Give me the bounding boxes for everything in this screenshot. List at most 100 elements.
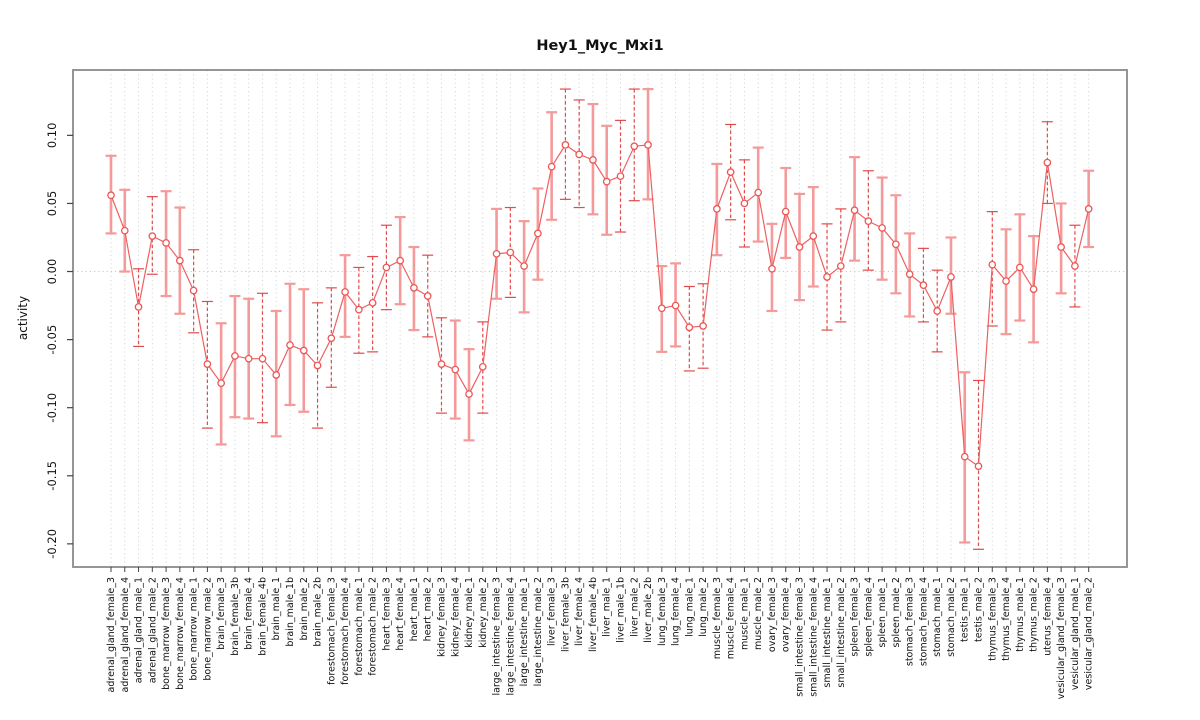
x-category-label: brain_female_4b <box>257 577 268 656</box>
x-category-label: testis_male_2 <box>974 577 985 642</box>
x-category-label: brain_male_1b <box>285 577 296 647</box>
axes-frame-layer <box>67 69 1128 572</box>
data-point <box>189 286 198 295</box>
y-tick-label: 0.10 <box>45 123 59 149</box>
data-point <box>933 307 942 315</box>
data-point <box>492 249 501 258</box>
data-point <box>589 156 597 164</box>
data-point <box>892 240 900 249</box>
x-category-label: thymus_female_4 <box>1001 577 1012 661</box>
data-point <box>561 141 570 149</box>
data-point <box>258 354 267 363</box>
x-category-label: lung_female_3 <box>657 577 668 646</box>
data-point <box>534 229 542 238</box>
x-category-label: thymus_male_1 <box>1015 577 1026 652</box>
data-point <box>120 226 129 235</box>
data-point <box>286 341 294 349</box>
x-category-label: brain_male_2b <box>313 577 324 647</box>
x-category-label: brain_male_1 <box>271 577 282 641</box>
x-category-label: vesicular_gland_female_3 <box>1056 577 1067 699</box>
x-category-label: stomach_female_4 <box>918 577 929 666</box>
x-category-label: muscle_male_1 <box>739 577 750 650</box>
data-point <box>299 346 308 355</box>
x-category-label: kidney_female_4 <box>450 577 461 657</box>
data-point <box>341 288 349 296</box>
y-tick-label: -0.15 <box>45 461 59 491</box>
y-tick-label: -0.05 <box>45 325 59 355</box>
x-category-label: large_intestine_male_1 <box>519 577 530 686</box>
x-category-label: lung_male_1 <box>684 577 695 637</box>
data-point <box>327 334 336 343</box>
x-category-label: large_intestine_female_3 <box>492 577 503 696</box>
x-category-label: liver_female_3b <box>560 577 571 652</box>
y-tick-label: 0.00 <box>45 259 59 285</box>
y-tick-label: -0.20 <box>45 529 59 559</box>
x-category-label: brain_female_3b <box>230 577 241 656</box>
data-point <box>107 191 115 200</box>
x-category-label: small_intestine_female_3 <box>795 577 806 697</box>
x-category-label: kidney_male_1 <box>464 577 475 648</box>
data-point <box>148 232 157 240</box>
x-category-label: lung_male_2 <box>698 577 709 637</box>
x-category-label: thymus_male_2 <box>1029 577 1040 652</box>
data-point <box>657 304 666 313</box>
data-point <box>919 281 928 289</box>
x-category-label: liver_female_4b <box>588 577 599 652</box>
x-category-label: kidney_male_2 <box>478 577 489 648</box>
data-point <box>947 273 955 281</box>
data-point <box>1057 243 1065 251</box>
series-line <box>110 144 1090 468</box>
plot-border <box>72 69 1128 568</box>
data-point <box>423 292 432 300</box>
x-category-label: testis_male_1 <box>960 577 971 642</box>
data-point <box>795 243 804 251</box>
data-point <box>1015 263 1024 272</box>
data-point <box>836 262 845 270</box>
x-category-label: stomach_male_2 <box>946 577 957 657</box>
x-category-label: thymus_female_3 <box>987 577 998 661</box>
x-category-label: small_intestine_male_1 <box>822 577 833 688</box>
data-point <box>1002 277 1010 285</box>
x-category-label: small_intestine_male_2 <box>836 577 847 688</box>
data-point <box>368 298 377 307</box>
data-point <box>685 323 694 332</box>
x-category-label: adrenal_gland_female_4 <box>120 577 131 692</box>
data-point <box>768 264 776 273</box>
x-category-label: heart_female_4 <box>395 577 406 651</box>
data-point <box>520 262 528 270</box>
data-point <box>575 150 584 159</box>
data-point <box>547 162 556 171</box>
x-category-label: heart_male_2 <box>423 577 434 641</box>
chart-title: Hey1_Myc_Mxi1 <box>536 38 663 54</box>
data-points-layer <box>107 141 1093 471</box>
x-category-label: bone_marrow_female_3 <box>161 577 172 690</box>
x-category-label: bone_marrow_male_1 <box>189 577 200 681</box>
data-point <box>1084 205 1093 213</box>
data-point <box>988 260 997 269</box>
x-category-label: liver_male_2 <box>629 577 640 637</box>
x-category-label: brain_female_3 <box>216 577 227 650</box>
x-category-label: forestomach_male_1 <box>354 577 365 676</box>
x-category-label: ovary_female_3 <box>767 577 778 652</box>
x-category-label: forestomach_female_4 <box>340 577 351 685</box>
data-point <box>244 354 253 363</box>
data-point <box>878 224 886 232</box>
data-point <box>850 206 859 215</box>
y-tick-label: -0.10 <box>45 393 59 423</box>
data-point <box>864 217 873 225</box>
data-point <box>630 142 639 151</box>
y-axis-title: activity <box>16 296 30 340</box>
data-point <box>203 360 212 368</box>
x-category-label: liver_female_4 <box>574 577 585 646</box>
x-category-label: forestomach_male_2 <box>368 577 379 676</box>
data-point <box>1043 158 1052 167</box>
data-point <box>809 232 818 240</box>
x-category-label: small_intestine_female_4 <box>808 577 819 697</box>
data-point <box>740 199 749 208</box>
data-point <box>644 141 652 149</box>
data-point <box>905 270 914 279</box>
data-point <box>699 322 707 330</box>
x-category-label: forestomach_female_3 <box>326 577 337 685</box>
data-point <box>823 273 831 281</box>
x-category-label: muscle_female_3 <box>712 577 723 659</box>
